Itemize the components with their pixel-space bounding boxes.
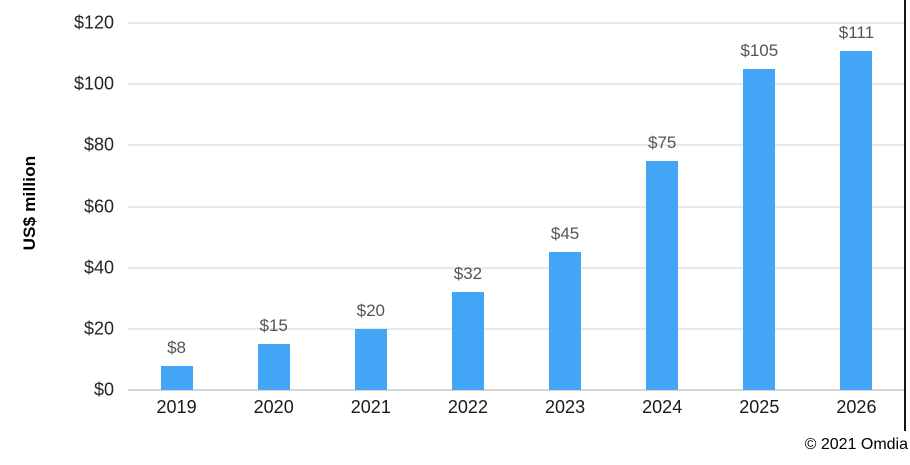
y-axis-title: US$ million xyxy=(20,155,39,251)
bar xyxy=(743,68,776,390)
bar-column: $45 xyxy=(517,224,614,390)
gridline xyxy=(128,266,905,269)
gridline xyxy=(128,144,905,147)
gridline xyxy=(128,83,905,86)
x-tick-label: 2026 xyxy=(836,397,877,417)
bar xyxy=(451,292,484,390)
gridline xyxy=(128,327,905,330)
bar xyxy=(257,344,290,390)
bar-series: $8 $15 $20 $32 $45 $75 $105 $111 xyxy=(128,23,905,390)
y-tick-label: $20 xyxy=(83,318,114,339)
gridline xyxy=(128,22,905,24)
bar xyxy=(549,252,582,390)
bar xyxy=(646,160,679,390)
gridline xyxy=(128,205,905,208)
bar-value-label: $45 xyxy=(550,224,580,244)
x-tick-label: 2023 xyxy=(545,397,586,417)
bar-column: $32 xyxy=(419,264,516,390)
x-tick-label: 2025 xyxy=(739,397,780,417)
bar-column: $20 xyxy=(322,301,419,390)
bar-value-label: $105 xyxy=(740,40,779,60)
bar-value-label: $15 xyxy=(259,316,288,336)
x-tick-label: 2022 xyxy=(447,397,488,417)
bar xyxy=(160,365,193,390)
bar-value-label: $20 xyxy=(356,300,385,320)
right-edge-line xyxy=(904,0,906,431)
bar-column: $105 xyxy=(711,41,808,390)
bar-column: $8 xyxy=(128,338,225,390)
copyright-text: © 2021 Omdia xyxy=(804,436,908,453)
bar-value-label: $32 xyxy=(453,264,483,284)
x-tick-label: 2024 xyxy=(642,397,683,417)
x-tick-label: 2020 xyxy=(253,397,294,417)
bar-column: $15 xyxy=(225,316,322,390)
plot-area: $120 $100 $80 $60 $40 $20 $0 $8 $15 $20 $32 $45 $75… xyxy=(74,13,905,400)
bar-value-label: $111 xyxy=(838,22,875,42)
y-tick-label: $60 xyxy=(83,196,114,216)
bar xyxy=(354,328,387,390)
x-axis-line xyxy=(128,389,905,391)
x-axis-labels: 2019 2020 2021 2022 2023 2024 2025 2026 xyxy=(128,397,905,418)
x-tick-label: 2021 xyxy=(350,397,391,417)
y-tick-label: $100 xyxy=(73,73,114,94)
y-tick-label: $80 xyxy=(83,134,114,155)
bar-column: $111 xyxy=(808,23,905,390)
bar xyxy=(840,50,873,390)
bar-value-label: $8 xyxy=(167,337,187,357)
bar-value-label: $75 xyxy=(648,132,677,152)
x-tick-label: 2019 xyxy=(156,397,197,417)
bar-column: $75 xyxy=(614,133,711,390)
y-tick-label: $120 xyxy=(73,12,114,33)
y-tick-label: $0 xyxy=(93,379,114,400)
y-tick-label: $40 xyxy=(83,257,114,278)
